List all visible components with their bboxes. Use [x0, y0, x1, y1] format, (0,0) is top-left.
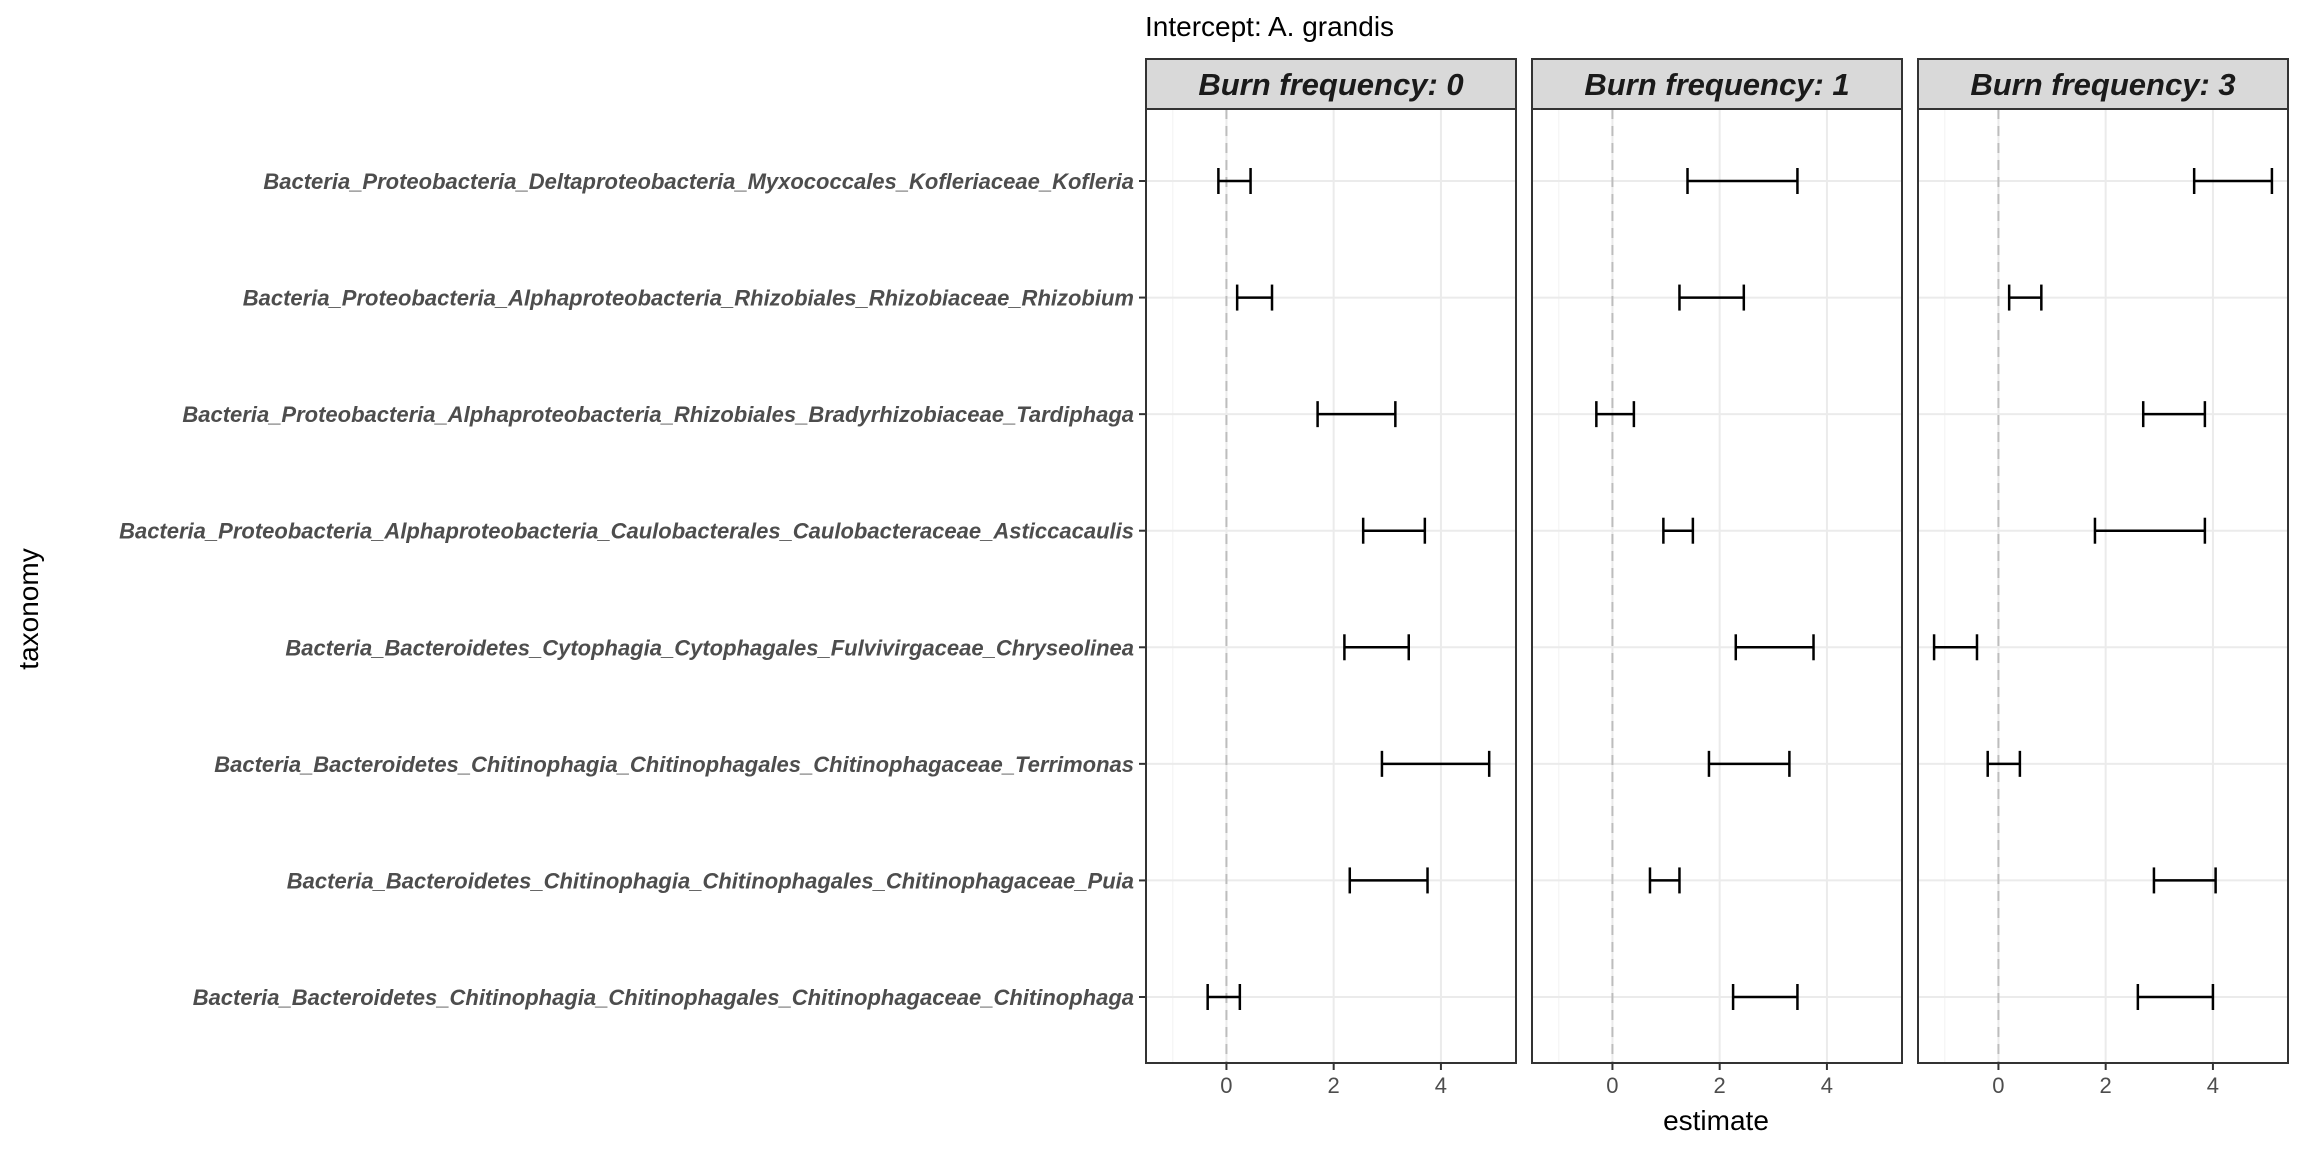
x-tick-label: 2	[1328, 1073, 1340, 1098]
errorbar-terrimonas	[1380, 750, 1491, 777]
errorbar-asticcacaulis	[2093, 517, 2207, 544]
y-tick-label-kofleria: Bacteria_Proteobacteria_Deltaproteobacte…	[263, 169, 1134, 194]
errorbar-tardiphaga	[1316, 401, 1397, 428]
panel-background	[1532, 109, 1902, 1063]
errorbar-chitinophaga	[2136, 983, 2215, 1010]
facet-strip	[1917, 58, 2289, 110]
x-tick-label: 4	[2207, 1073, 2219, 1098]
y-tick-labels: Bacteria_Proteobacteria_Deltaproteobacte…	[119, 169, 1146, 1010]
errorbar-asticcacaulis	[1662, 517, 1695, 544]
errorbar-rhizobium	[1235, 284, 1274, 311]
errorbar-rhizobium	[2007, 284, 2043, 311]
facet-strip-label: Burn frequency: 1	[1584, 67, 1849, 102]
x-tick-label: 0	[1220, 1073, 1232, 1098]
x-tick-label: 0	[1606, 1073, 1618, 1098]
facet-strip-label: Burn frequency: 3	[1970, 67, 2235, 102]
facet-strip-label: Burn frequency: 0	[1198, 67, 1463, 102]
y-tick-label-chryseolinea: Bacteria_Bacteroidetes_Cytophagia_Cytoph…	[285, 635, 1134, 660]
errorbar-chryseolinea	[1343, 634, 1411, 661]
x-tick-label: 4	[1821, 1073, 1833, 1098]
facet-panels: Burn frequency: 0 0 2 4 Burn frequency: 1 0 2 4…	[1145, 58, 2289, 1098]
errorbar-tardiphaga	[1595, 401, 1636, 428]
y-axis-title: taxonomy	[13, 548, 44, 669]
errorbar-asticcacaulis	[1361, 517, 1427, 544]
errorbar-terrimonas	[1986, 750, 2022, 777]
errorbar-rhizobium	[1678, 284, 1746, 311]
errorbar-puia	[1348, 867, 1429, 894]
x-tick-label: 0	[1992, 1073, 2004, 1098]
y-tick-label-asticcacaulis: Bacteria_Proteobacteria_Alphaproteobacte…	[119, 519, 1134, 544]
y-tick-label-tardiphaga: Bacteria_Proteobacteria_Alphaproteobacte…	[182, 402, 1134, 427]
errorbar-chitinophaga	[1731, 983, 1799, 1010]
errorbar-puia	[2152, 867, 2217, 894]
panel-background	[1918, 109, 2288, 1063]
facet-panel-2: Burn frequency: 3 0 2 4	[1917, 58, 2289, 1098]
facet-strip	[1531, 58, 1903, 110]
x-tick-label: 2	[2100, 1073, 2112, 1098]
y-tick-label-rhizobium: Bacteria_Proteobacteria_Alphaproteobacte…	[243, 286, 1134, 311]
errorbar-kofleria	[1217, 168, 1252, 194]
errorbar-chitinophaga	[1206, 983, 1242, 1010]
errorbar-kofleria	[1686, 168, 1799, 194]
errorbar-kofleria	[2192, 168, 2274, 194]
facet-strip	[1145, 58, 1517, 110]
errorbar-tardiphaga	[2141, 401, 2207, 428]
errorbar-chryseolinea	[1932, 634, 1979, 661]
x-axis-title: estimate	[1663, 1105, 1769, 1136]
y-tick-label-puia: Bacteria_Bacteroidetes_Chitinophagia_Chi…	[287, 868, 1134, 893]
panel-background	[1146, 109, 1516, 1063]
chart-title: Intercept: A. grandis	[1145, 11, 1394, 42]
x-tick-label: 2	[1714, 1073, 1726, 1098]
facet-panel-1: Burn frequency: 1 0 2 4	[1531, 58, 1903, 1098]
errorbar-puia	[1648, 867, 1681, 894]
y-tick-label-terrimonas: Bacteria_Bacteroidetes_Chitinophagia_Chi…	[214, 752, 1134, 777]
errorbar-chryseolinea	[1734, 634, 1815, 661]
x-tick-label: 4	[1435, 1073, 1447, 1098]
y-tick-label-chitinophaga: Bacteria_Bacteroidetes_Chitinophagia_Chi…	[193, 985, 1134, 1010]
facet-panel-0: Burn frequency: 0 0 2 4	[1145, 58, 1517, 1098]
errorbar-terrimonas	[1707, 750, 1791, 777]
